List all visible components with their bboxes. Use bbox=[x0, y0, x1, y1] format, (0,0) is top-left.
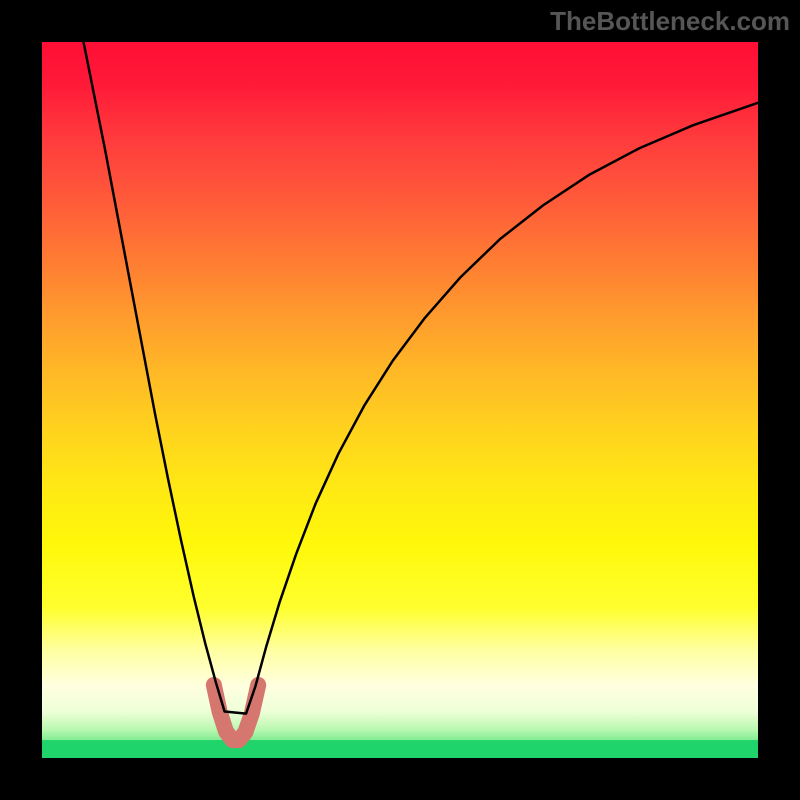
chart-stage: TheBottleneck.com bbox=[0, 0, 800, 800]
green-band bbox=[42, 740, 758, 758]
gradient-background bbox=[42, 42, 758, 758]
chart-svg bbox=[0, 0, 800, 800]
watermark-text: TheBottleneck.com bbox=[550, 6, 790, 37]
